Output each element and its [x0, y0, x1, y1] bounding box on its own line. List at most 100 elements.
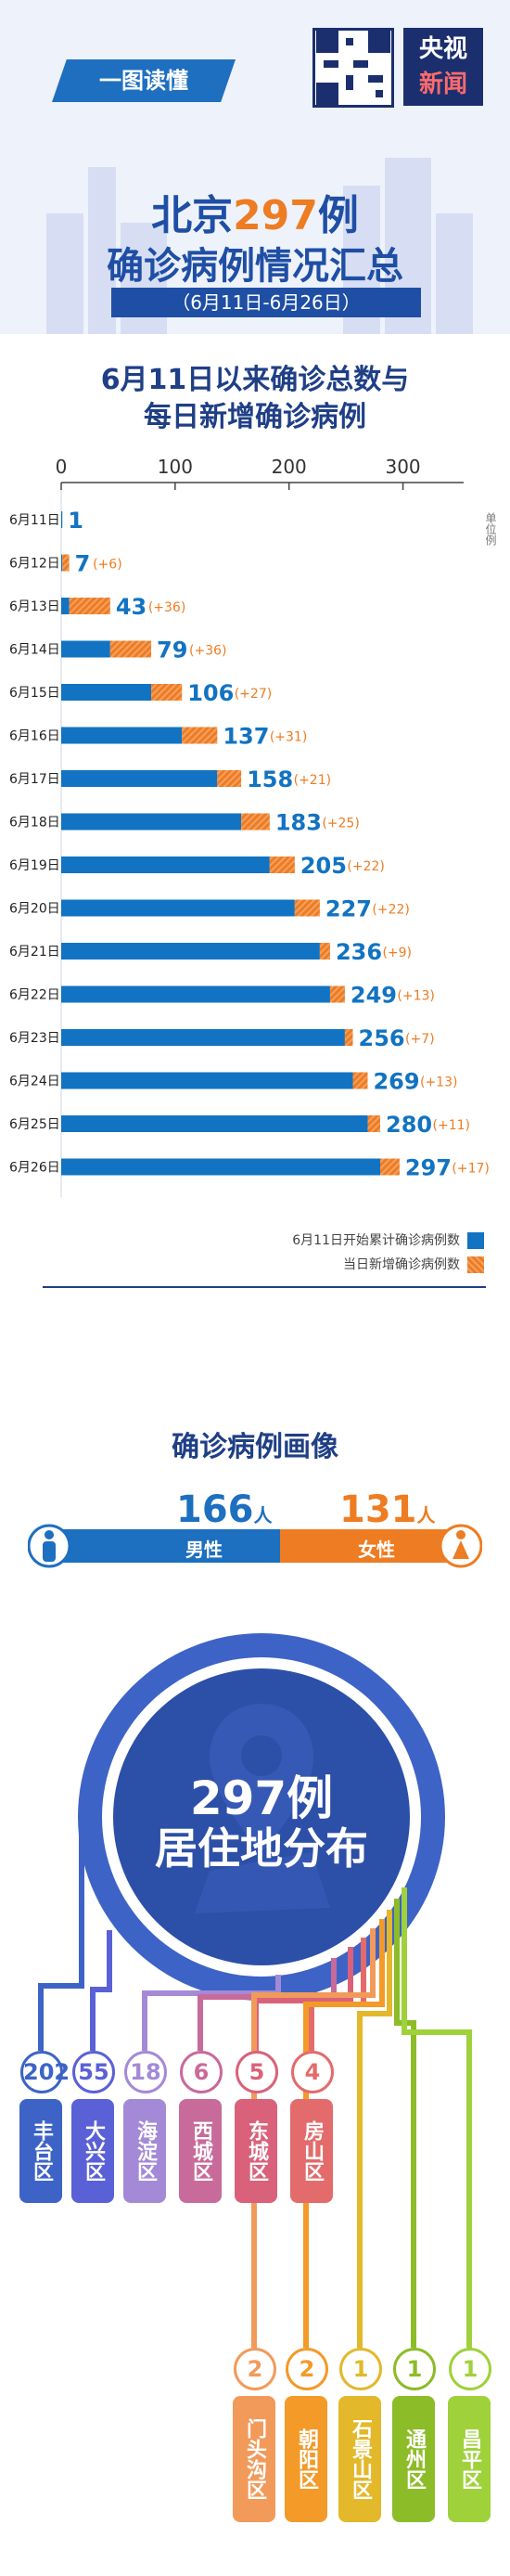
- female-count-unit: 人: [416, 1504, 436, 1526]
- male-icon: [28, 1524, 70, 1568]
- daily-increase-bar: [109, 640, 152, 658]
- increase-label: (+9): [382, 946, 412, 960]
- daily-increase-bar: [182, 727, 218, 744]
- qr-code-icon[interactable]: [312, 28, 394, 108]
- increase-label: (+13): [397, 989, 434, 1004]
- daily-increase-bar: [217, 770, 242, 787]
- total-label: 256: [359, 1025, 405, 1051]
- increase-label: (+31): [270, 730, 307, 745]
- total-label: 137: [223, 724, 269, 750]
- category-label: 6月13日: [9, 599, 60, 614]
- x-tick-label: 200: [272, 456, 307, 478]
- total-label: 158: [247, 766, 293, 792]
- increase-label: (+11): [433, 1118, 470, 1133]
- district-count: 55: [72, 2051, 115, 2093]
- cumulative-bar: [61, 727, 183, 744]
- title-number: 297: [233, 192, 318, 239]
- legend-daily-label: 当日新增确诊病例数: [343, 1257, 460, 1272]
- daily-increase-bar: [352, 1072, 368, 1089]
- male-count: 166人: [176, 1488, 273, 1531]
- female-label: 女性: [358, 1539, 395, 1561]
- district-name: 昌平区: [448, 2396, 491, 2522]
- distribution-total: 297例: [189, 1771, 334, 1825]
- district-name: 大兴区: [71, 2099, 114, 2203]
- total-label: 280: [386, 1112, 432, 1138]
- legend-blue-swatch: [467, 1232, 484, 1249]
- category-label: 6月19日: [9, 858, 60, 873]
- location-pin-icon: [195, 1704, 330, 1913]
- profile-title: 确诊病例画像: [172, 1431, 338, 1463]
- daily-increase-bar: [367, 1115, 380, 1132]
- cumulative-bar: [61, 511, 63, 528]
- date-range: （6月11日-6月26日）: [111, 288, 421, 317]
- cumulative-bar: [61, 770, 218, 787]
- category-label: 6月24日: [9, 1075, 60, 1089]
- total-label: 297: [405, 1155, 452, 1181]
- legend-cumulative: 6月11日开始累计确诊病例数: [292, 1230, 484, 1249]
- total-label: 227: [325, 896, 372, 922]
- increase-label: (+27): [235, 687, 272, 702]
- total-label: 43: [116, 594, 147, 620]
- x-tick-label: 100: [158, 456, 193, 478]
- district-name: 海淀区: [123, 2099, 166, 2203]
- district-connector: [38, 1819, 84, 2051]
- total-label: 106: [187, 680, 234, 706]
- category-label: 6月14日: [9, 643, 60, 658]
- total-label: 7: [75, 551, 91, 577]
- cumulative-bar: [61, 1158, 380, 1176]
- district-connector: [402, 1887, 472, 2348]
- total-label: 205: [300, 853, 347, 879]
- legend-orange-swatch: [467, 1256, 484, 1273]
- header-tag: 一图读懂: [52, 59, 236, 102]
- cumulative-bar: [61, 640, 110, 658]
- x-tick-label: 300: [385, 456, 420, 478]
- cumulative-bar: [61, 1072, 353, 1089]
- cctv-news-logo: 央视 新闻: [403, 28, 483, 106]
- cumulative-bar: [61, 899, 295, 917]
- unit-label: 单位例: [484, 512, 497, 546]
- daily-increase-bar: [62, 554, 70, 572]
- increase-label: (+21): [294, 773, 331, 788]
- district-connector: [357, 1910, 392, 2348]
- category-label: 6月16日: [9, 729, 60, 744]
- increase-label: (+13): [420, 1075, 457, 1090]
- increase-label: (+17): [452, 1162, 489, 1177]
- cumulative-bar: [61, 554, 63, 572]
- cumulative-bar: [61, 857, 270, 873]
- increase-label: (+22): [372, 903, 409, 918]
- category-label: 6月25日: [9, 1117, 60, 1132]
- district-count: 1: [449, 2348, 491, 2390]
- increase-label: (+36): [148, 600, 185, 615]
- daily-increase-bar: [69, 598, 110, 614]
- male-count-value: 166: [176, 1488, 254, 1531]
- district-name: 石景山区: [338, 2396, 381, 2522]
- legend-daily: 当日新增确诊病例数: [343, 1255, 484, 1273]
- district-count: 2: [234, 2348, 276, 2390]
- daily-increase-bar: [344, 1029, 353, 1046]
- daily-increase-bar: [294, 899, 320, 917]
- cumulative-bar: [61, 1115, 368, 1132]
- chart-title-line2: 每日新增确诊病例: [144, 401, 366, 433]
- total-label: 1: [68, 508, 83, 534]
- increase-label: (+36): [189, 644, 226, 659]
- daily-increase-bar: [319, 943, 330, 960]
- category-label: 6月17日: [9, 772, 60, 787]
- district-count: 18: [124, 2051, 167, 2093]
- daily-increase-bar: [269, 857, 295, 873]
- district-count: 202: [20, 2051, 70, 2093]
- category-label: 6月26日: [9, 1161, 60, 1176]
- legend-cumulative-label: 6月11日开始累计确诊病例数: [292, 1233, 460, 1248]
- increase-label: (+22): [347, 859, 384, 874]
- category-label: 6月15日: [9, 686, 60, 701]
- district-name: 通州区: [392, 2396, 435, 2522]
- female-count: 131人: [339, 1488, 436, 1531]
- district-name: 西城区: [179, 2099, 222, 2203]
- chart-title-line1: 6月11日以来确诊总数与: [100, 364, 410, 396]
- category-label: 6月23日: [9, 1031, 60, 1046]
- total-label: 183: [275, 810, 322, 836]
- cumulative-bar: [61, 684, 152, 701]
- female-icon: [440, 1524, 482, 1568]
- distribution-title: 居住地分布: [155, 1823, 368, 1874]
- category-label: 6月21日: [9, 945, 60, 960]
